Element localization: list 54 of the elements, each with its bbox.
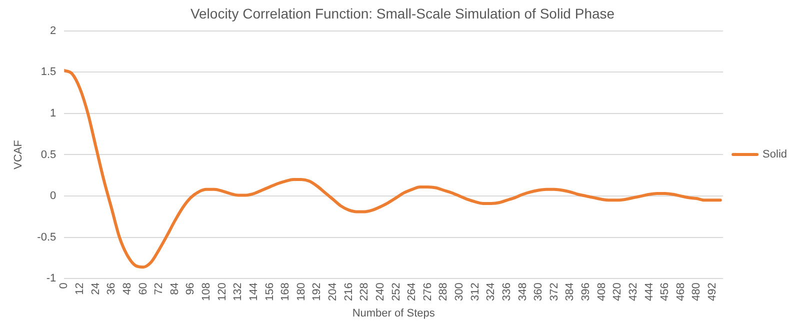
- y-tick-label: -0.5: [37, 231, 56, 244]
- x-tick-label: 48: [121, 282, 134, 295]
- x-tick-label: 312: [469, 282, 482, 302]
- x-tick-label: 480: [690, 282, 703, 302]
- x-tick-label: 120: [216, 282, 228, 302]
- y-tick-label: 0.5: [40, 148, 56, 161]
- x-tick-label: 60: [137, 282, 150, 295]
- x-tick-label: 12: [74, 282, 86, 295]
- y-tick-label: 1: [50, 107, 56, 120]
- x-tick-label: 216: [342, 282, 355, 302]
- x-tick-label: 432: [627, 282, 640, 302]
- x-tick-label: 84: [168, 282, 181, 295]
- x-tick-label: 252: [390, 282, 402, 302]
- x-tick-label: 444: [643, 282, 656, 302]
- x-tick-label: 300: [454, 282, 466, 302]
- x-tick-label: 408: [596, 282, 608, 302]
- x-tick-label: 384: [564, 282, 576, 302]
- x-tick-label: 24: [90, 282, 102, 295]
- y-tick-label: -1: [46, 272, 56, 285]
- x-axis-title: Number of Steps: [352, 308, 436, 320]
- x-tick-label: 192: [311, 282, 324, 302]
- y-tick-label: 1.5: [40, 66, 56, 78]
- x-tick-label: 204: [327, 282, 340, 302]
- x-tick-label: 492: [706, 282, 719, 302]
- line-series: [64, 68, 722, 269]
- x-tick-label: 348: [516, 282, 529, 302]
- x-tick-label: 372: [548, 282, 560, 302]
- y-axis-title: VCAF: [12, 140, 25, 170]
- x-tick-label: 156: [264, 282, 276, 302]
- x-tick-label: 360: [532, 282, 545, 302]
- chart-title: Velocity Correlation Function: Small-Scale Simulation of Solid Phase: [190, 5, 615, 22]
- x-tick-label: 468: [674, 282, 687, 302]
- x-tick-label: 72: [153, 282, 166, 295]
- x-tick-label: 108: [200, 282, 213, 302]
- x-tick-label: 228: [358, 282, 371, 302]
- x-tick-label: 0: [58, 282, 70, 289]
- x-tick-label: 264: [406, 282, 418, 302]
- x-tick-label: 132: [232, 282, 244, 302]
- x-tick-label: 240: [374, 282, 386, 302]
- y-tick-label: 2: [50, 24, 56, 37]
- x-tick-label: 96: [184, 282, 197, 295]
- x-tick-label: 144: [248, 282, 260, 302]
- x-tick-label: 180: [295, 282, 308, 302]
- x-tick-label: 456: [659, 282, 672, 302]
- x-tick-label: 36: [106, 282, 118, 295]
- x-tick-label: 276: [422, 282, 434, 302]
- legend-label: Solid: [762, 148, 788, 161]
- x-tick-label: 420: [612, 282, 624, 302]
- x-tick-label: 336: [500, 282, 513, 302]
- x-tick-label: 288: [438, 282, 450, 302]
- x-tick-label: 324: [485, 282, 498, 302]
- x-tick-label: 396: [580, 282, 592, 302]
- x-tick-label: 168: [280, 282, 292, 302]
- y-tick-label: 0: [50, 190, 56, 202]
